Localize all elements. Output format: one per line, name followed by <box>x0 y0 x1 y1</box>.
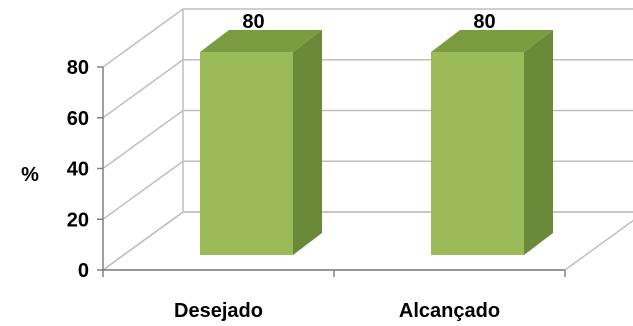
data-label: 80 <box>473 11 495 33</box>
y-tick-label: 0 <box>78 260 89 282</box>
y-axis-label: % <box>21 164 39 186</box>
bar-top-face <box>200 30 322 52</box>
data-label: 80 <box>242 11 264 33</box>
bar <box>431 30 553 255</box>
y-axis: 0 20 40 60 80 <box>67 57 104 282</box>
bar-side-face <box>524 30 553 255</box>
bar-front-face <box>200 52 293 255</box>
y-tick-label: 80 <box>67 57 89 79</box>
data-labels: 80 80 <box>242 11 495 33</box>
bars <box>200 30 553 255</box>
y-tick-label: 20 <box>67 209 89 231</box>
bar-front-face <box>431 52 524 255</box>
x-tick-label: Desejado <box>174 300 263 322</box>
x-axis: Desejado Alcançado <box>102 269 566 322</box>
x-tick-label: Alcançado <box>399 300 500 322</box>
y-tick-label: 60 <box>67 108 89 130</box>
y-tick-label: 40 <box>67 159 89 181</box>
bar-top-face <box>431 30 553 52</box>
bar-side-face <box>293 30 322 255</box>
gridline <box>102 211 633 271</box>
floor <box>100 211 633 271</box>
chart-walls <box>100 9 633 271</box>
bar <box>200 30 322 255</box>
gridline <box>102 8 633 68</box>
